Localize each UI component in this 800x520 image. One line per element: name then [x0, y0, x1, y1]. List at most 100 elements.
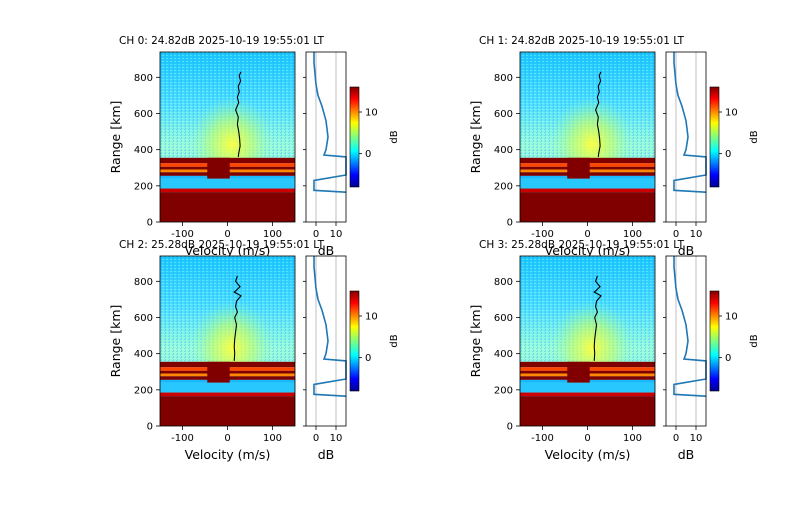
colorbar-tick-label: 0	[365, 149, 371, 160]
y-tick-label: 200	[494, 385, 513, 396]
y-tick-label: 200	[134, 385, 153, 396]
profile-line	[313, 52, 347, 193]
y-tick-label: 400	[134, 349, 153, 360]
chart-panel-1: CH 1: 24.82dB 2025-10-19 19:55:01 LT -100…	[468, 35, 760, 258]
x-tick-label: -100	[531, 229, 554, 240]
profile-line	[673, 52, 707, 193]
colorbar	[349, 290, 360, 392]
colorbar-tick-label: 0	[725, 353, 731, 364]
colorbar-label: dB	[389, 130, 400, 143]
heatmap-band	[520, 192, 655, 222]
heatmap-band	[520, 392, 655, 397]
x-tick-label: -100	[171, 229, 194, 240]
colorbar-label: dB	[749, 130, 760, 143]
y-axis-label: Range [km]	[468, 305, 483, 378]
y-tick-label: 0	[147, 422, 153, 433]
panel-title: CH 1: 24.82dB 2025-10-19 19:55:01 LT	[479, 35, 685, 47]
x-tick-label: 100	[263, 229, 282, 240]
x-axis-label: Velocity (m/s)	[545, 447, 631, 462]
x-tick-label: 100	[623, 229, 642, 240]
colorbar-tick-label: 0	[365, 353, 371, 364]
x-axis-label: Velocity (m/s)	[185, 447, 271, 462]
y-axis-label: Range [km]	[108, 101, 123, 174]
x-tick-label: 0	[224, 433, 230, 444]
y-tick-label: 0	[507, 422, 513, 433]
heatmap-band	[160, 392, 295, 397]
profile-line	[673, 256, 707, 397]
panel-title: CH 0: 24.82dB 2025-10-19 19:55:01 LT	[119, 35, 325, 47]
colorbar	[709, 290, 720, 392]
colorbar-tick-label: 10	[365, 312, 378, 323]
y-tick-label: 800	[494, 73, 513, 84]
y-tick-label: 400	[494, 349, 513, 360]
profile-x-tick-label: 10	[330, 433, 343, 444]
y-tick-label: 600	[134, 313, 153, 324]
heatmap-band	[520, 178, 655, 189]
panel-title: CH 3: 25.28dB 2025-10-19 19:55:01 LT	[479, 239, 685, 251]
colorbar-tick-label: 10	[725, 312, 738, 323]
y-tick-label: 800	[494, 277, 513, 288]
heatmap-echo	[207, 157, 230, 179]
heatmap-band	[160, 396, 295, 426]
x-tick-label: 0	[584, 229, 590, 240]
y-tick-label: 200	[134, 181, 153, 192]
x-axis-label: Velocity (m/s)	[185, 243, 271, 258]
x-axis-label: Velocity (m/s)	[545, 243, 631, 258]
colorbar	[709, 86, 720, 188]
heatmap-echo	[567, 157, 590, 179]
colorbar	[349, 86, 360, 188]
chart-panel-0: CH 0: 24.82dB 2025-10-19 19:55:01 LT -100…	[108, 35, 400, 258]
y-tick-label: 600	[134, 109, 153, 120]
colorbar-label: dB	[389, 334, 400, 347]
colorbar-tick-label: 10	[725, 108, 738, 119]
colorbar-tick-label: 0	[725, 149, 731, 160]
y-tick-label: 400	[494, 145, 513, 156]
profile-x-tick-label: 10	[330, 229, 343, 240]
y-tick-label: 800	[134, 277, 153, 288]
profile-x-axis-label: dB	[678, 447, 695, 462]
x-tick-label: 100	[623, 433, 642, 444]
profile-x-tick-label: 10	[690, 229, 703, 240]
profile-x-tick-label: 0	[313, 229, 319, 240]
y-tick-label: 0	[147, 218, 153, 229]
colorbar-label: dB	[749, 334, 760, 347]
x-tick-label: 0	[584, 433, 590, 444]
x-tick-label: 100	[263, 433, 282, 444]
y-tick-label: 600	[494, 313, 513, 324]
profile-frame	[665, 51, 707, 223]
profile-x-tick-label: 10	[690, 433, 703, 444]
heatmap-band	[160, 178, 295, 189]
heatmap-echo	[207, 361, 230, 383]
profile-x-axis-label: dB	[318, 447, 335, 462]
heatmap-echo	[567, 361, 590, 383]
profile-x-tick-label: 0	[673, 229, 679, 240]
heatmap-band	[520, 396, 655, 426]
profile-frame	[665, 255, 707, 427]
y-axis-label: Range [km]	[108, 305, 123, 378]
profile-line	[313, 256, 347, 397]
profile-x-tick-label: 0	[673, 433, 679, 444]
doppler-line	[235, 71, 242, 157]
heatmap-band	[520, 188, 655, 193]
y-axis-label: Range [km]	[468, 101, 483, 174]
profile-x-tick-label: 0	[313, 433, 319, 444]
x-tick-label: -100	[171, 433, 194, 444]
y-tick-label: 400	[134, 145, 153, 156]
heatmap-band	[160, 382, 295, 393]
chart-panel-2: CH 2: 25.28dB 2025-10-19 19:55:01 LT -100…	[108, 239, 400, 462]
heatmap-band	[160, 192, 295, 222]
profile-x-axis-label: dB	[678, 243, 695, 258]
y-tick-label: 600	[494, 109, 513, 120]
y-tick-label: 200	[494, 181, 513, 192]
heatmap-band	[160, 188, 295, 193]
heatmap-band	[520, 382, 655, 393]
doppler-line	[595, 71, 602, 157]
y-tick-label: 0	[507, 218, 513, 229]
chart-panel-3: CH 3: 25.28dB 2025-10-19 19:55:01 LT -100…	[468, 239, 760, 462]
y-tick-label: 800	[134, 73, 153, 84]
colorbar-tick-label: 10	[365, 108, 378, 119]
profile-frame	[305, 51, 347, 223]
x-tick-label: -100	[531, 433, 554, 444]
x-tick-label: 0	[224, 229, 230, 240]
